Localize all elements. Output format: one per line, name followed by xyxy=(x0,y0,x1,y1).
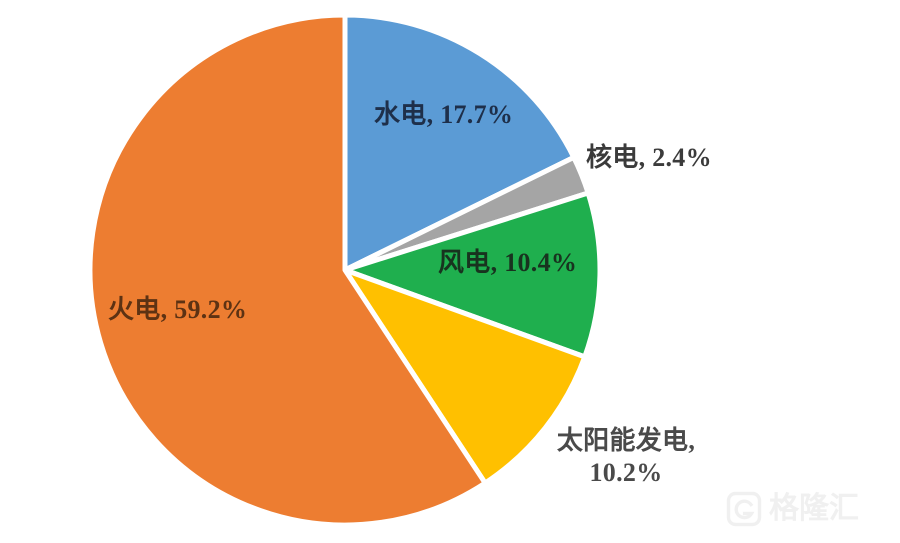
pie-slice-group xyxy=(87,12,603,528)
pie-slice-2 xyxy=(342,190,603,360)
pie-slice-0 xyxy=(342,12,577,273)
pie-label-solar: 太阳能发电, 10.2% xyxy=(538,425,714,489)
pie-label-nuclear-text: 核电, 2.4% xyxy=(586,143,712,172)
pie-slice-3 xyxy=(342,267,588,486)
pie-label-solar-line2: 10.2% xyxy=(589,458,663,488)
pie-label-nuclear: 核电, 2.4% xyxy=(586,143,712,172)
pie-label-solar-line1: 太阳能发电, xyxy=(556,426,696,455)
pie-label-wind: 风电, 10.4% xyxy=(438,248,577,277)
pie-label-thermal-text: 火电, 59.2% xyxy=(108,295,248,324)
pie-slice-4 xyxy=(87,12,488,528)
pie-label-thermal: 火电, 59.2% xyxy=(108,295,247,324)
pie-label-wind-text: 风电, 10.4% xyxy=(438,248,578,277)
pie-label-hydro: 水电, 17.7% xyxy=(374,100,513,129)
pie-label-hydro-text: 水电, 17.7% xyxy=(374,100,514,129)
